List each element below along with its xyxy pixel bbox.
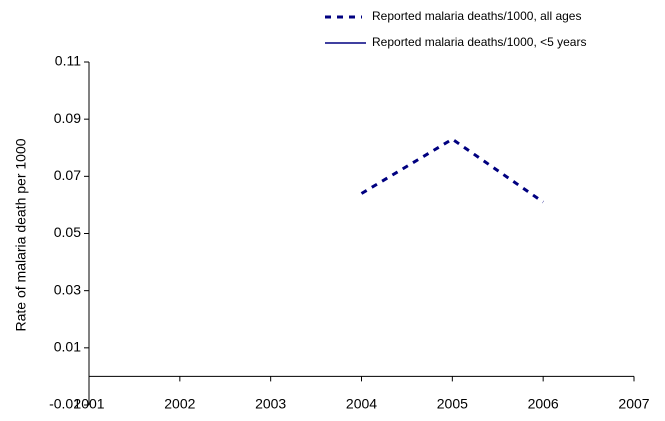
y-tick-label: -0.01 [49, 396, 81, 412]
y-tick-label: 0.01 [54, 339, 81, 355]
data-line [360, 137, 545, 204]
x-tick-label: 2005 [437, 396, 468, 412]
x-tick-label: 2003 [255, 396, 286, 412]
y-tick-label: 0.09 [54, 110, 81, 126]
y-tick-label: 0.05 [54, 224, 81, 240]
x-tick-label: 2002 [164, 396, 195, 412]
legend-label: Reported malaria deaths/1000, <5 years [372, 35, 586, 49]
x-tick-label: 2007 [618, 396, 649, 412]
y-tick-label: 0.11 [55, 53, 81, 69]
x-tick-label: 2001 [73, 396, 104, 412]
y-tick-label: 0.07 [54, 167, 81, 183]
x-tick-label: 2004 [346, 396, 377, 412]
y-tick-label: 0.03 [54, 281, 81, 297]
y-axis-label: Rate of malaria death per 1000 [13, 138, 29, 331]
x-tick-label: 2006 [528, 396, 559, 412]
legend-label: Reported malaria deaths/1000, all ages [372, 9, 581, 23]
